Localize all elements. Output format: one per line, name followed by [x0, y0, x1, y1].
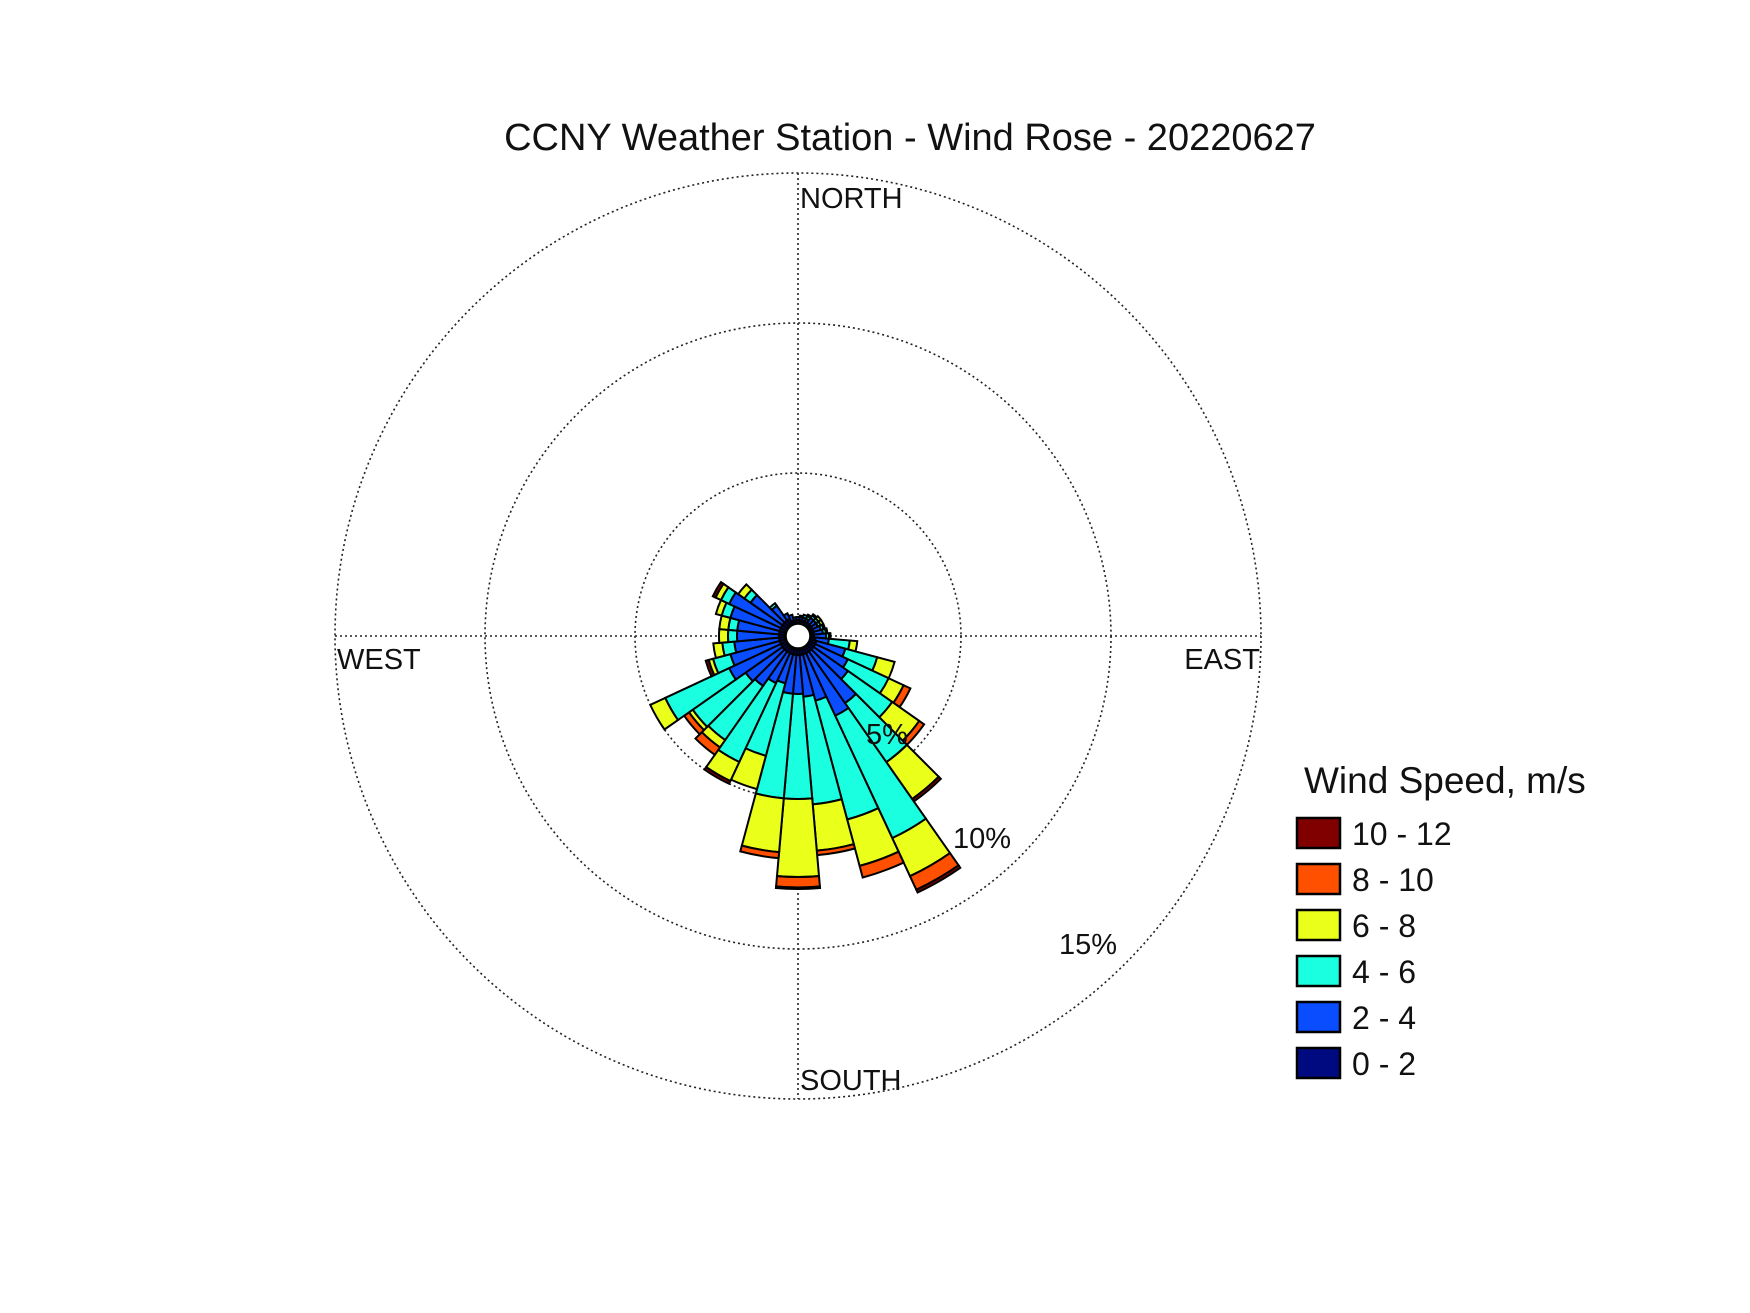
bar-segment-340deg-2-4	[787, 613, 796, 623]
legend-label: 8 - 10	[1352, 862, 1434, 898]
label-west: WEST	[337, 644, 421, 676]
bar-segment-270deg-4-6	[726, 628, 739, 644]
bar-segment-210deg-10-12	[703, 765, 732, 786]
chart-title: CCNY Weather Station - Wind Rose - 20220…	[504, 117, 1316, 159]
legend-swatch	[1295, 816, 1342, 850]
legend-swatch	[1295, 954, 1342, 988]
bar-segment-310deg-6-8	[736, 582, 754, 600]
bar-segment-190deg-8-10	[739, 844, 781, 860]
label-east: EAST	[1184, 644, 1260, 676]
bar-segment-150deg-10-12	[915, 863, 962, 894]
legend-swatch	[1295, 1000, 1342, 1034]
radial-tick-15: 15%	[1059, 929, 1117, 961]
bar-segment-330deg-2-4	[782, 612, 792, 622]
bar-segment-270deg-6-8	[718, 628, 730, 644]
legend-label: 4 - 6	[1352, 954, 1416, 990]
legend-label: 2 - 4	[1352, 1000, 1416, 1036]
label-north: NORTH	[800, 183, 903, 215]
bar-segment-320deg-4-6	[768, 601, 779, 612]
legend-swatch	[1295, 862, 1342, 896]
radial-tick-5: 5%	[866, 719, 908, 751]
bar-segment-350deg-2-4	[791, 615, 798, 622]
legend-title: Wind Speed, m/s	[1304, 760, 1586, 801]
legend: 10 - 12 8 - 10 6 - 8 4 - 6 2 - 4 0 - 2	[1295, 816, 1452, 1082]
legend-label: 10 - 12	[1352, 816, 1452, 852]
label-south: SOUTH	[800, 1065, 902, 1097]
wind-rose-bars	[648, 580, 962, 894]
center-hole	[785, 623, 811, 649]
bar-segment-240deg-6-8	[648, 696, 680, 731]
bar-segment-250deg-10-12	[704, 658, 716, 678]
legend-swatch	[1295, 1046, 1342, 1080]
legend-label: 6 - 8	[1352, 908, 1416, 944]
bar-segment-300deg-10-12	[711, 580, 725, 599]
bar-segment-220deg-8-10	[694, 730, 722, 757]
bar-segment-160deg-8-10	[858, 850, 905, 879]
legend-swatch	[1295, 908, 1342, 942]
bar-segment-180deg-8-10	[774, 874, 822, 889]
radial-tick-10: 10%	[953, 823, 1011, 855]
bar-segment-260deg-6-8	[712, 641, 726, 660]
legend-label: 0 - 2	[1352, 1046, 1416, 1082]
bar-segment-180deg-10-12	[774, 885, 822, 890]
